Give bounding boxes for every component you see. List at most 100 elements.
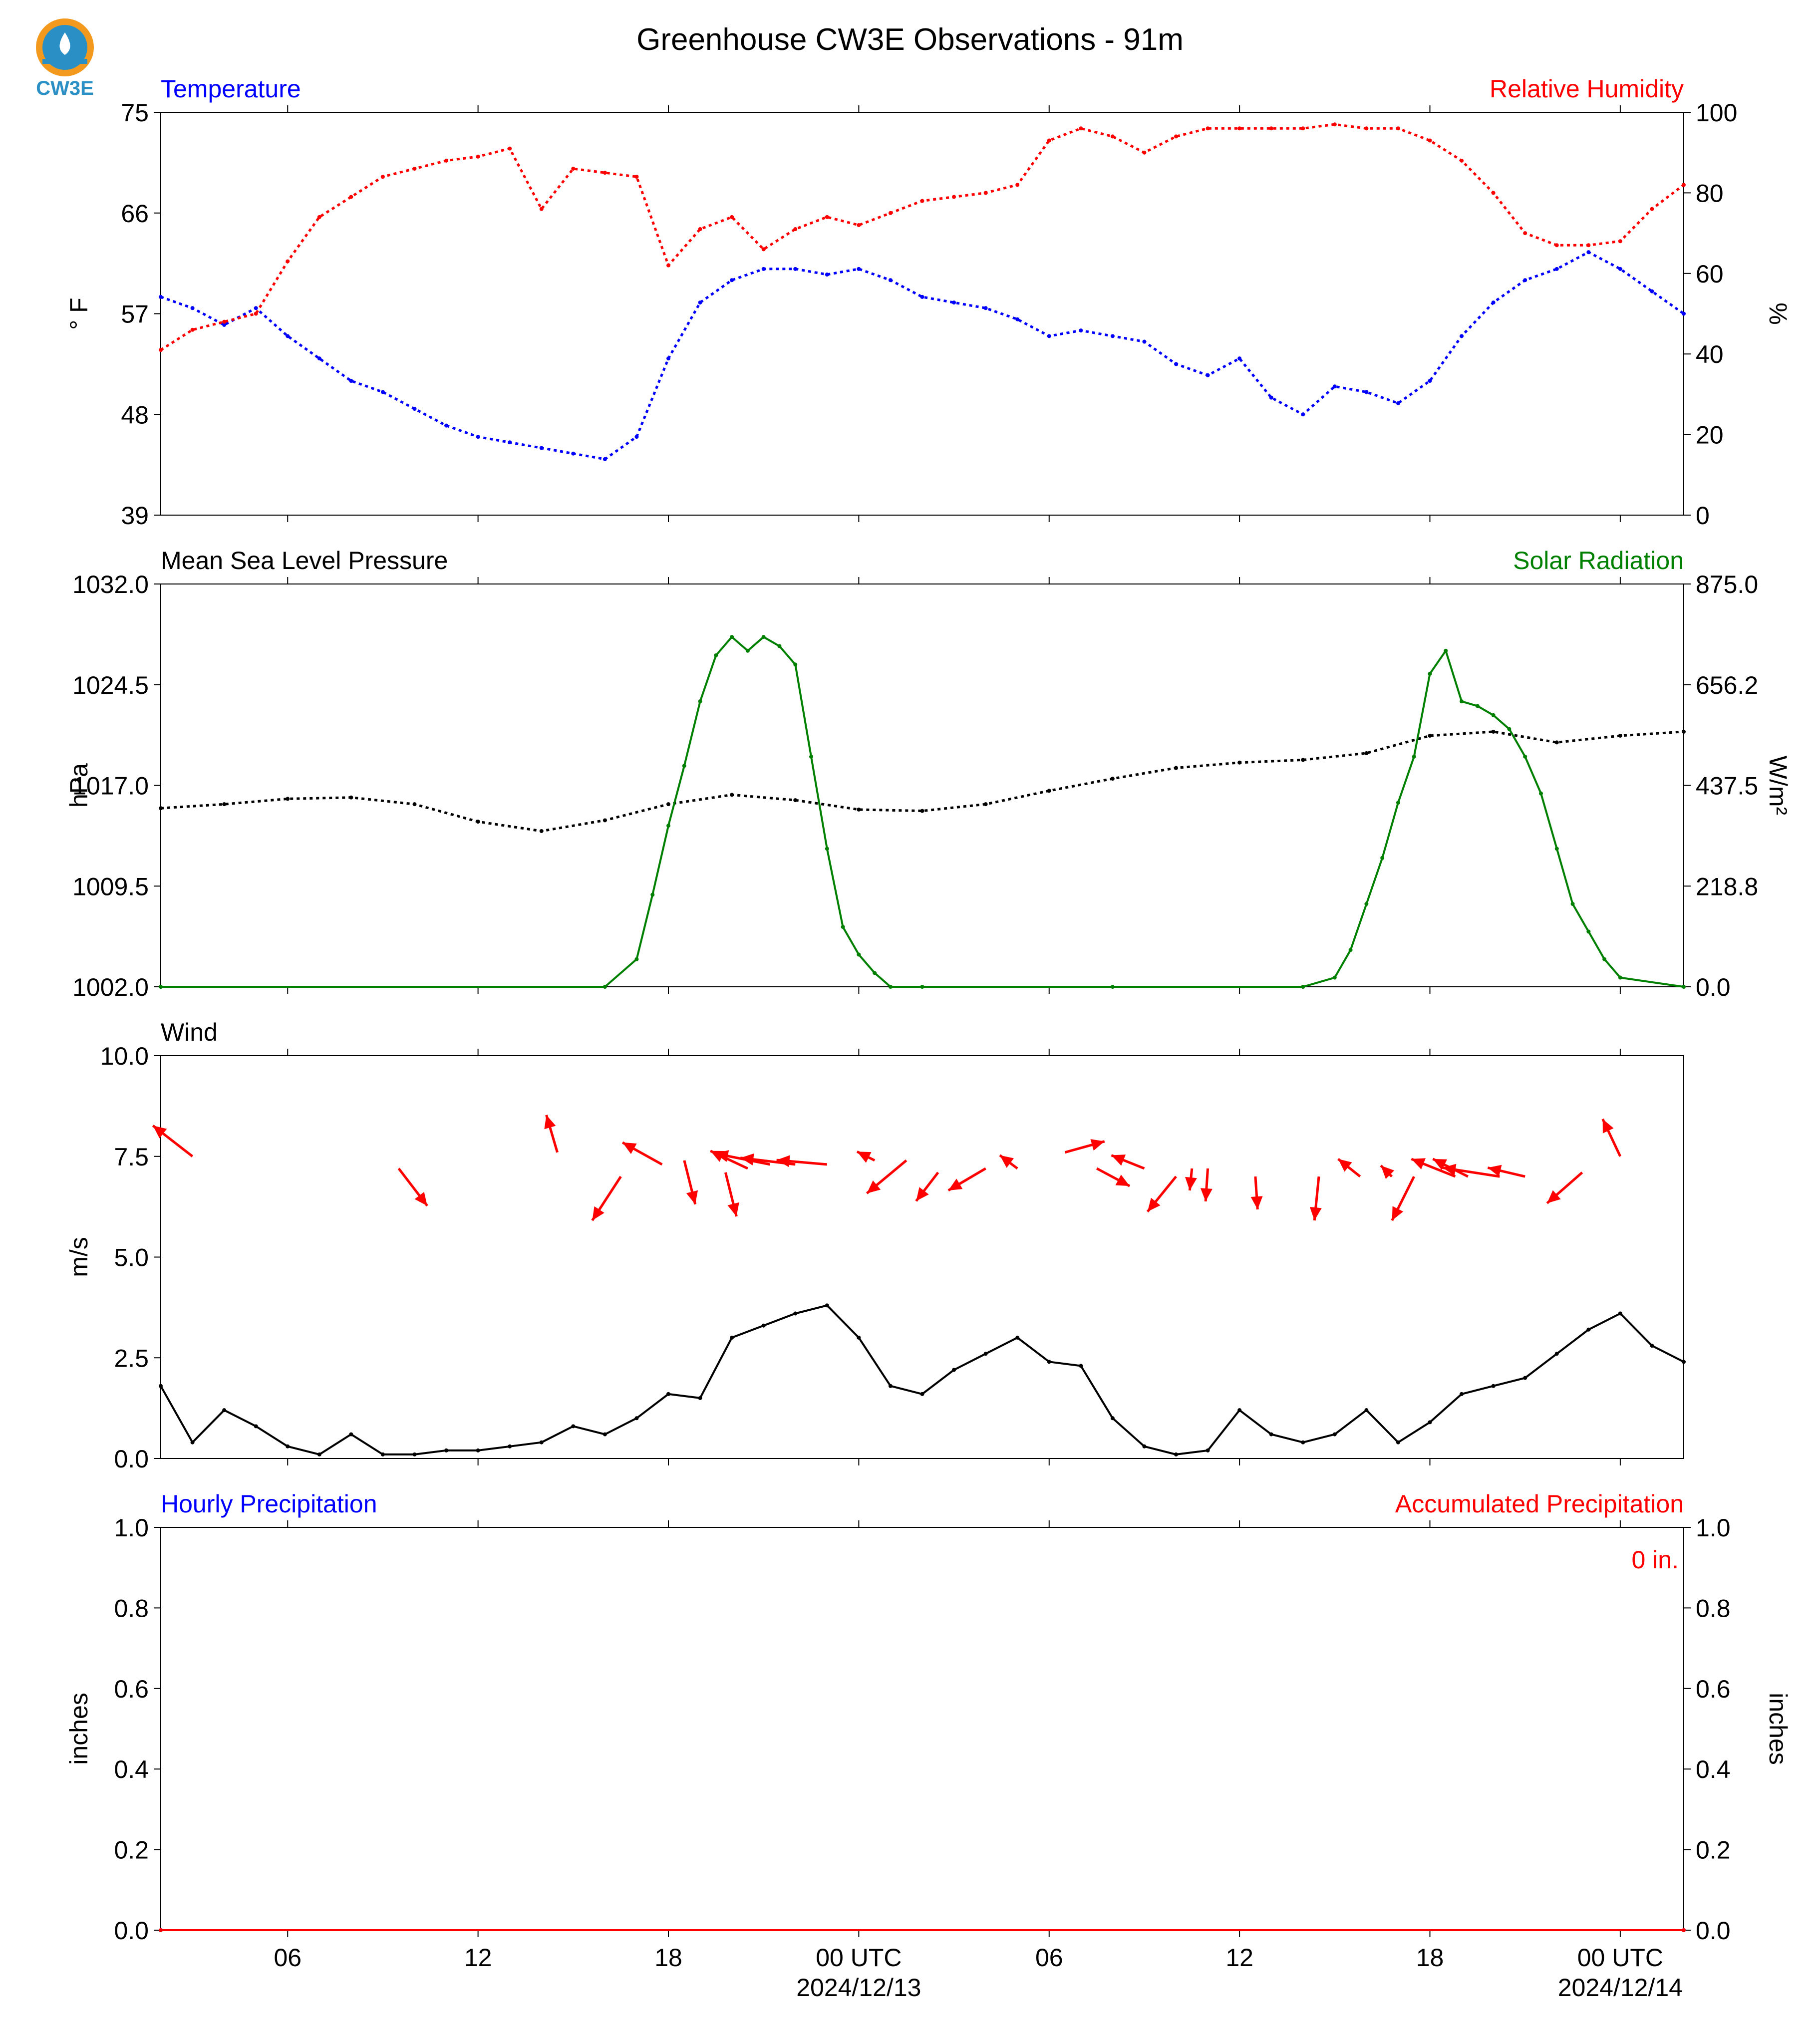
wind-arrow-head	[1602, 1119, 1614, 1134]
y-tick-label-right: 0.6	[1696, 1675, 1731, 1703]
data-point	[539, 446, 544, 450]
data-point	[603, 1432, 607, 1437]
y-tick-label-left: 0.0	[114, 1445, 149, 1473]
data-point	[920, 294, 924, 299]
data-point	[539, 829, 544, 833]
wind-arrow	[1380, 1164, 1395, 1179]
y-tick-label-right: 437.5	[1696, 772, 1758, 800]
data-point	[508, 1444, 512, 1449]
wind-arrow-head	[948, 1178, 963, 1190]
data-point	[1460, 699, 1464, 704]
data-point	[698, 699, 702, 704]
logo-text: CW3E	[36, 77, 94, 99]
data-point	[682, 764, 686, 768]
data-point	[349, 379, 353, 383]
data-point	[634, 435, 639, 439]
data-point	[777, 644, 782, 648]
data-point	[1301, 126, 1305, 131]
data-point	[254, 306, 258, 310]
data-point	[317, 356, 321, 361]
y-tick-label-left: 1032.0	[72, 571, 149, 598]
y-tick-label-left: 1009.5	[72, 872, 149, 900]
data-point	[476, 154, 480, 159]
data-point	[1507, 727, 1512, 731]
wind-arrow	[1546, 1171, 1583, 1204]
wind-arrow	[621, 1141, 663, 1166]
data-point	[1650, 289, 1654, 293]
data-point	[1460, 1392, 1464, 1396]
data-point	[476, 435, 480, 439]
x-tick-label: 12	[1225, 1944, 1253, 1972]
wind-arrow	[683, 1160, 698, 1205]
data-point	[825, 1303, 829, 1308]
data-point	[1682, 183, 1686, 187]
data-point	[286, 259, 290, 264]
panel-title-left: Wind	[161, 1018, 218, 1046]
data-point	[1428, 1420, 1432, 1425]
data-point	[952, 1368, 956, 1372]
wind-arrow-head	[727, 1202, 739, 1217]
wind-arrow-head	[544, 1115, 556, 1130]
y-tick-label-right: 0.8	[1696, 1594, 1731, 1622]
data-point	[1364, 390, 1369, 394]
series-line-mean-sea-level-pressure	[160, 730, 1684, 833]
data-point	[841, 925, 845, 929]
y-tick-label-right: 0.0	[1696, 973, 1731, 1001]
y-tick-label-left: 5.0	[114, 1244, 149, 1272]
y-tick-label-left: 66	[121, 200, 149, 228]
x-tick-label: 06	[274, 1944, 302, 1972]
wind-arrow-head	[1433, 1159, 1447, 1170]
y-tick-label-left: 75	[121, 99, 149, 127]
y-tick-label-right: 0.0	[1696, 1917, 1731, 1945]
wind-arrow	[1337, 1158, 1361, 1178]
data-point	[412, 166, 417, 171]
data-point	[1047, 1360, 1051, 1364]
data-point	[1110, 1416, 1115, 1421]
y-tick-label-left: 0.4	[114, 1755, 149, 1783]
y-tick-label-left: 1002.0	[72, 973, 149, 1001]
plot-frame	[160, 1527, 1684, 1931]
data-point	[444, 1448, 449, 1452]
data-point	[380, 1452, 385, 1456]
panel-title-right: Accumulated Precipitation	[1395, 1490, 1684, 1518]
data-point	[857, 267, 861, 271]
data-point	[1396, 126, 1400, 131]
data-point	[920, 985, 924, 989]
data-point	[1491, 300, 1496, 305]
y-axis-label-left: ° F	[65, 297, 93, 329]
data-point	[1523, 1376, 1527, 1380]
data-point	[1491, 713, 1496, 717]
data-point	[571, 166, 576, 171]
data-point	[1142, 150, 1147, 155]
data-point	[603, 985, 607, 989]
x-tick-label: 18	[1416, 1944, 1444, 1972]
wind-arrow-head	[916, 1187, 929, 1201]
data-point	[634, 957, 639, 961]
data-point	[1174, 1452, 1178, 1456]
data-point	[1047, 334, 1051, 338]
data-point	[698, 227, 702, 232]
wind-arrow-head	[1309, 1207, 1322, 1221]
data-point	[1618, 975, 1622, 980]
data-point	[1428, 379, 1432, 383]
wind-arrow	[1411, 1158, 1456, 1178]
data-point	[317, 1452, 321, 1456]
data-point	[1586, 929, 1591, 934]
data-point	[444, 423, 449, 428]
data-point	[952, 300, 956, 305]
series-line-solar-radiation	[161, 636, 1684, 988]
data-point	[793, 1311, 798, 1316]
data-point	[634, 1416, 639, 1421]
data-point	[1142, 339, 1147, 344]
wind-arrow	[1391, 1175, 1415, 1221]
y-tick-label-left: 10.0	[100, 1042, 149, 1070]
data-point	[888, 1384, 893, 1388]
data-point	[1269, 395, 1273, 400]
data-point	[1444, 648, 1448, 653]
data-point	[983, 802, 988, 807]
data-point	[825, 847, 829, 851]
wind-arrow-head	[1090, 1139, 1105, 1151]
data-point	[571, 451, 576, 456]
data-point	[888, 211, 893, 215]
data-point	[666, 356, 670, 361]
